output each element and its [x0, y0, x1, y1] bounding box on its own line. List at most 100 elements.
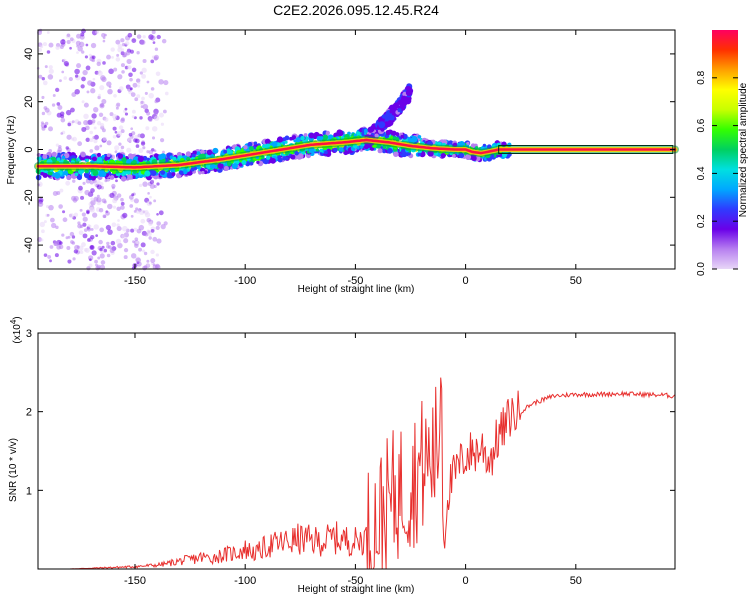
- spectrogram-branch-point: [380, 127, 385, 132]
- spectrogram-noise-point: [71, 137, 75, 141]
- spectrogram-noise-point: [63, 60, 69, 67]
- spectrogram-noise-point: [136, 34, 142, 39]
- spectrogram-noise-point: [138, 183, 143, 188]
- spectrogram-noise-point: [56, 112, 62, 118]
- spectrogram-noise-point: [93, 126, 97, 130]
- spectrogram-noise-point: [66, 33, 71, 37]
- spectrogram-noise-point: [78, 185, 83, 191]
- spectrogram-band-point: [85, 158, 90, 163]
- spectrogram-noise-point: [117, 47, 123, 53]
- spectrogram-band-point: [315, 148, 319, 152]
- colorbar: 0.0 0.2 0.4 0.6 0.8 Normalized spectral ampl…: [696, 30, 749, 276]
- spectrogram-noise-point: [149, 195, 152, 199]
- spectrogram-noise-point: [158, 79, 164, 85]
- spectrogram-noise-point: [146, 263, 150, 267]
- spectrogram-noise-point: [67, 259, 72, 264]
- spectrogram-band-point: [54, 172, 61, 179]
- spectrogram-noise-point: [96, 61, 101, 67]
- spectrogram-noise-point: [99, 144, 103, 148]
- spectrogram-noise-point: [90, 188, 95, 193]
- spectrogram-noise-point: [58, 204, 63, 209]
- spectrogram-band-point: [360, 145, 364, 149]
- spectrogram-noise-point: [126, 147, 132, 153]
- spectrogram-band-point: [126, 170, 132, 175]
- spectrogram-band-point: [336, 129, 343, 136]
- spectrogram-noise-point: [139, 71, 143, 75]
- spectrogram-noise-point: [92, 212, 98, 218]
- spectrogram-noise-point: [98, 93, 101, 97]
- spectrogram-noise-point: [117, 131, 123, 137]
- spectrogram-band-point: [63, 152, 70, 159]
- snr-scale-suffix: ): [12, 316, 23, 319]
- spectrogram-band-point: [319, 148, 324, 153]
- spectrogram-band-point: [284, 140, 288, 144]
- spectrogram-band-point: [247, 141, 253, 147]
- spectrogram-noise-point: [68, 76, 73, 82]
- spectrogram-noise-point: [106, 140, 112, 146]
- snr-scale-exponent: 4: [9, 319, 18, 324]
- spectrogram-noise-point: [81, 242, 86, 247]
- spectrogram-noise-point: [105, 211, 110, 216]
- spectrogram-noise-point: [48, 65, 53, 70]
- spectrogram-branch-point: [400, 106, 406, 111]
- spectrogram-noise-point: [91, 58, 96, 63]
- spectrogram-band-point: [271, 141, 278, 147]
- spectrogram-noise-point: [121, 42, 126, 47]
- spectrogram-noise-point: [46, 50, 51, 54]
- spectrogram-noise-point: [98, 239, 103, 245]
- spectrogram-noise-point: [91, 119, 96, 124]
- spectrogram-band-point: [91, 156, 98, 162]
- spectrogram-branch-point: [400, 95, 408, 103]
- spectrogram-band-point: [382, 145, 387, 149]
- spectrogram-noise-point: [89, 149, 94, 153]
- spectrogram-noise-point: [41, 77, 45, 81]
- spectrogram-band-point: [308, 132, 315, 139]
- spectrogram-noise-point: [120, 197, 124, 202]
- spectrogram-noise-point: [72, 179, 76, 183]
- spectrogram-noise-point: [76, 33, 81, 39]
- spectrogram-noise-point: [113, 117, 117, 122]
- spectrogram-noise-point: [102, 61, 106, 65]
- y-tick-label: -20: [23, 189, 35, 205]
- spectrogram-noise-point: [156, 34, 161, 40]
- spectrogram-band-point: [333, 147, 338, 153]
- spectrogram-band-point: [78, 169, 83, 175]
- spectrogram-noise-point: [62, 217, 68, 223]
- spectrogram-noise-point: [106, 81, 112, 87]
- spectrogram-noise-point: [83, 120, 89, 126]
- spectrogram-noise-point: [118, 125, 124, 130]
- spectrogram-noise-point: [117, 219, 120, 222]
- spectrogram-band-point: [158, 154, 164, 160]
- snr-frame: [37, 332, 676, 570]
- spectrogram-noise-point: [93, 224, 99, 230]
- spectrogram-noise-point: [129, 204, 134, 208]
- spectrogram-band-point: [36, 152, 41, 157]
- spectrogram-branch-point: [405, 90, 412, 96]
- x-tick-label: -150: [124, 575, 146, 587]
- spectrogram-noise-point: [145, 126, 150, 131]
- spectrogram-noise-point: [142, 265, 147, 271]
- snr-series-line: [38, 377, 676, 570]
- spectrogram-noise-point: [112, 198, 118, 204]
- spectrogram-noise-point: [97, 95, 101, 100]
- spectrogram-band-point: [80, 151, 86, 158]
- spectrogram-band-point: [74, 172, 79, 177]
- spectrogram-noise-point: [80, 32, 85, 37]
- spectrogram-noise-point: [138, 247, 143, 252]
- spectrogram-noise-point: [122, 212, 128, 218]
- spectrogram-noise-point: [105, 224, 112, 231]
- spectrogram-noise-point: [114, 150, 118, 154]
- spectrogram-noise-point: [71, 120, 75, 124]
- spectrogram-noise-point: [82, 222, 87, 227]
- spectrogram-noise-point: [120, 205, 125, 210]
- spectrogram-noise-point: [84, 189, 90, 196]
- spectrogram-noise-point: [134, 97, 139, 102]
- snr-x-axis-label: Height of straight line (km): [298, 584, 415, 595]
- spectrogram-noise-point: [130, 92, 136, 97]
- spectrogram-noise-point: [148, 149, 154, 155]
- y-tick-label: 3: [26, 328, 32, 340]
- spectrogram-noise-point: [40, 121, 44, 125]
- spectrogram-noise-point: [135, 144, 140, 148]
- spectrogram-noise-point: [111, 56, 114, 59]
- spectrogram-noise-point: [40, 238, 44, 242]
